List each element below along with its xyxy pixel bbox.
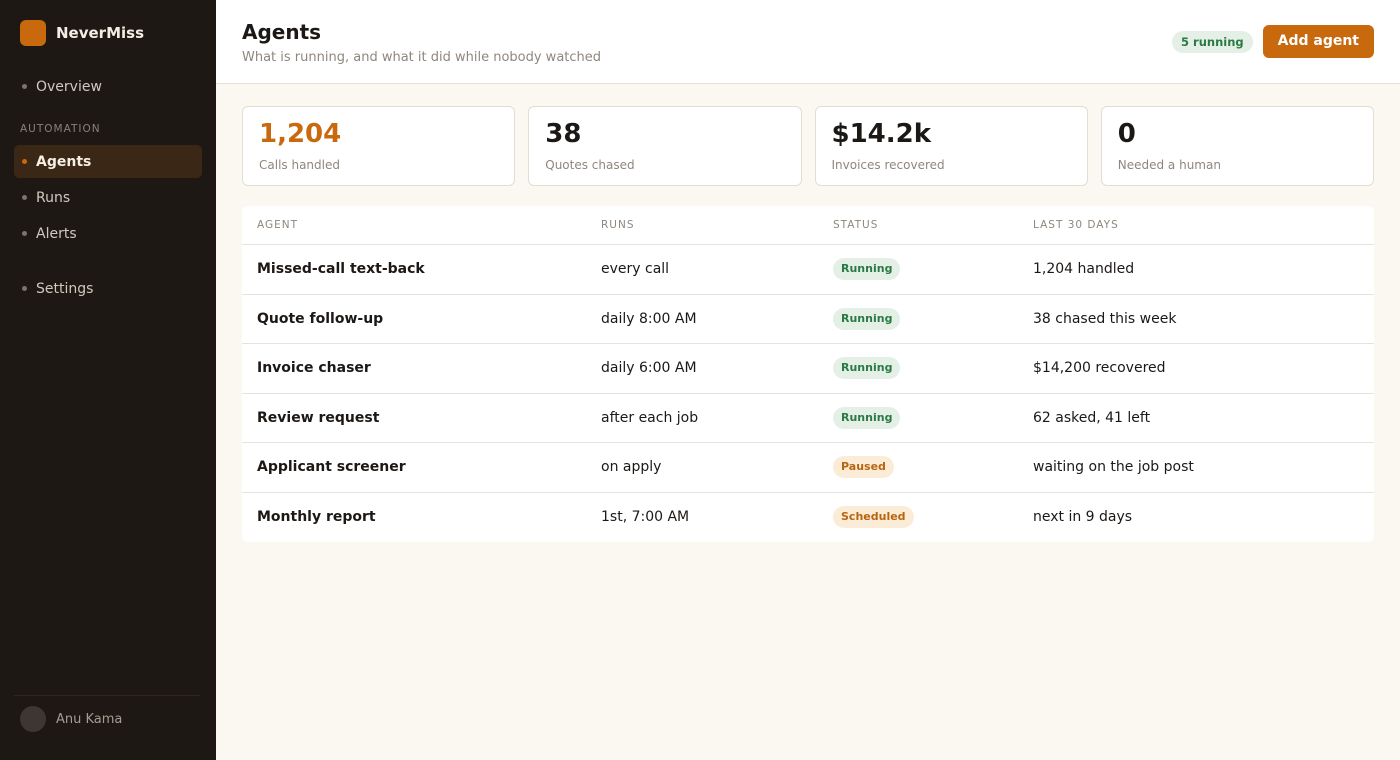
agent-runs: after each job — [601, 409, 699, 426]
table-row[interactable]: Missed-call text-back every call Running… — [242, 245, 1374, 295]
agent-status-cell: Running — [833, 357, 1033, 380]
stat-label: Needed a human — [1117, 158, 1221, 172]
bullet-icon — [22, 195, 27, 200]
sidebar-item-label: Overview — [36, 78, 102, 95]
sidebar-nav: Overview AUTOMATION Agents Runs Alerts S… — [14, 70, 202, 305]
agent-status-cell: Paused — [833, 456, 1033, 479]
table-row[interactable]: Review request after each job Running 62… — [242, 394, 1374, 443]
user-name: Anu Kama — [56, 711, 123, 727]
table-row[interactable]: Monthly report 1st, 7:00 AM Scheduled ne… — [242, 493, 1374, 543]
agent-name: Invoice chaser — [257, 360, 371, 377]
agent-name: Review request — [257, 409, 380, 426]
stat-value: 1,204 — [259, 119, 342, 149]
bullet-icon — [22, 159, 27, 164]
page-subtitle: What is running, and what it did while n… — [242, 50, 602, 65]
agent-name: Quote follow-up — [257, 310, 384, 327]
status-badge: Running — [833, 307, 901, 330]
table-header-row: AGENT RUNS STATUS LAST 30 DAYS — [242, 206, 1374, 245]
status-badge: Running — [833, 406, 901, 429]
stat-value: 38 — [545, 119, 582, 149]
header-actions: 5 running Add agent — [1172, 25, 1374, 58]
bullet-icon — [22, 286, 27, 291]
page-header: Agents What is running, and what it did … — [216, 0, 1400, 84]
stat-label: Invoices recovered — [831, 158, 945, 172]
agent-name: Applicant screener — [257, 459, 406, 476]
agent-last30: 38 chased this week — [1033, 310, 1177, 327]
agent-name: Missed-call text-back — [257, 261, 425, 278]
main-area: Agents What is running, and what it did … — [216, 0, 1400, 760]
agent-status-cell: Running — [833, 406, 1033, 429]
agent-last30: $14,200 recovered — [1033, 360, 1166, 377]
agent-last30: 1,204 handled — [1033, 261, 1135, 278]
agent-status-cell: Running — [833, 258, 1033, 281]
agent-name: Monthly report — [257, 509, 376, 526]
stat-card-invoices: $14.2k Invoices recovered — [814, 106, 1088, 186]
stat-card-calls: 1,204 Calls handled — [242, 106, 516, 186]
stat-card-human: 0 Needed a human — [1100, 106, 1374, 186]
sidebar-item-alerts[interactable]: Alerts — [14, 217, 202, 250]
stat-card-quotes: 38 Quotes chased — [528, 106, 802, 186]
sidebar-section-label: AUTOMATION — [20, 123, 101, 135]
stat-label: Quotes chased — [545, 158, 635, 172]
status-badge: Paused — [833, 456, 894, 479]
agent-last30: next in 9 days — [1033, 509, 1133, 526]
bullet-icon — [22, 231, 27, 236]
content: 1,204 Calls handled 38 Quotes chased $14… — [216, 84, 1400, 542]
sidebar-item-settings[interactable]: Settings — [14, 272, 202, 305]
status-badge: Scheduled — [833, 506, 914, 529]
column-header-agent[interactable]: AGENT — [257, 219, 299, 231]
sidebar-item-overview[interactable]: Overview — [14, 70, 202, 103]
nav-spacer — [14, 253, 202, 272]
sidebar-item-agents[interactable]: Agents — [14, 145, 202, 178]
stats-row: 1,204 Calls handled 38 Quotes chased $14… — [242, 106, 1374, 186]
sidebar-item-label: Alerts — [36, 225, 77, 242]
table-row[interactable]: Invoice chaser daily 6:00 AM Running $14… — [242, 344, 1374, 394]
column-header-last30[interactable]: LAST 30 DAYS — [1033, 219, 1119, 231]
page-title: Agents — [242, 20, 322, 44]
status-badge: Running — [833, 357, 901, 380]
column-header-runs[interactable]: RUNS — [601, 219, 635, 231]
agent-runs: on apply — [601, 459, 662, 476]
agent-runs: 1st, 7:00 AM — [601, 509, 690, 526]
column-header-status[interactable]: STATUS — [833, 219, 879, 231]
sidebar-item-label: Runs — [36, 189, 71, 206]
running-count-badge: 5 running — [1172, 30, 1253, 53]
brand-logo-icon — [20, 20, 46, 46]
agents-table: AGENT RUNS STATUS LAST 30 DAYS Missed-ca… — [242, 206, 1374, 542]
agent-status-cell: Scheduled — [833, 506, 1033, 529]
stat-value: 0 — [1117, 119, 1136, 149]
agent-last30: 62 asked, 41 left — [1033, 409, 1151, 426]
brand[interactable]: NeverMiss — [14, 20, 202, 46]
avatar — [20, 706, 46, 732]
stat-value: $14.2k — [831, 119, 932, 149]
status-badge: Running — [833, 258, 901, 281]
add-agent-button[interactable]: Add agent — [1262, 25, 1374, 58]
bullet-icon — [22, 84, 27, 89]
sidebar: NeverMiss Overview AUTOMATION Agents Run… — [0, 0, 216, 760]
agent-last30: waiting on the job post — [1033, 459, 1194, 476]
user-menu[interactable]: Anu Kama — [14, 695, 200, 732]
sidebar-item-label: Agents — [36, 153, 92, 170]
brand-name: NeverMiss — [56, 24, 145, 42]
agent-runs: every call — [601, 261, 670, 278]
table-row[interactable]: Applicant screener on apply Paused waiti… — [242, 443, 1374, 493]
agent-runs: daily 8:00 AM — [601, 310, 697, 327]
table-row[interactable]: Quote follow-up daily 8:00 AM Running 38… — [242, 295, 1374, 344]
agent-status-cell: Running — [833, 307, 1033, 330]
stat-label: Calls handled — [259, 158, 340, 172]
agent-runs: daily 6:00 AM — [601, 360, 697, 377]
sidebar-item-runs[interactable]: Runs — [14, 181, 202, 214]
sidebar-item-label: Settings — [36, 280, 94, 297]
